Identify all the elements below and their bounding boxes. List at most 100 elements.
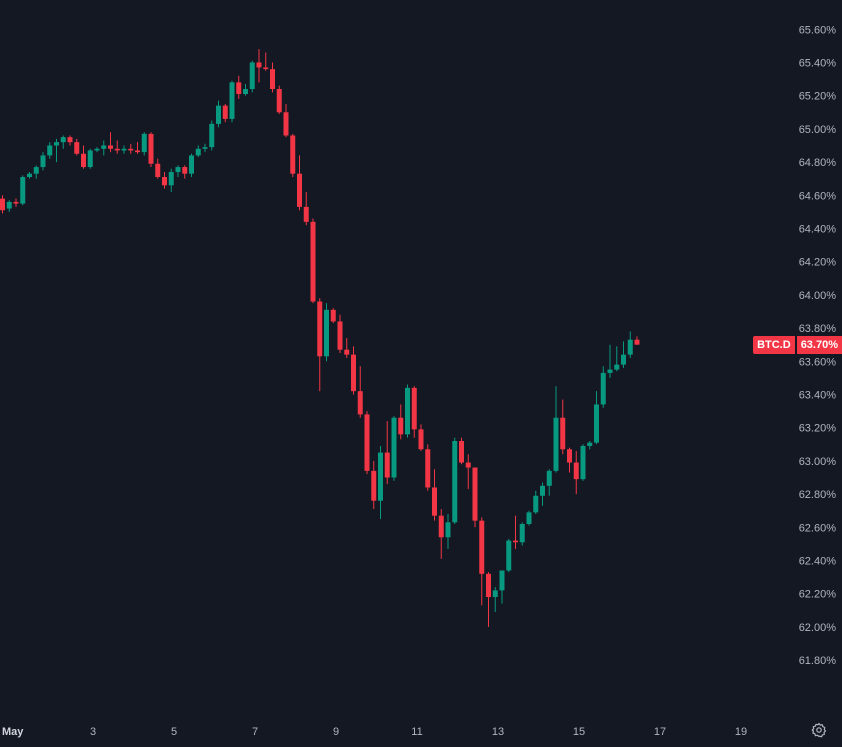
candle-body [594, 404, 599, 443]
candle-body [236, 82, 242, 95]
candle-body [168, 172, 174, 186]
candle-body [155, 163, 161, 178]
candle-body [87, 150, 93, 168]
candle-body [40, 155, 46, 168]
candle-body [432, 487, 437, 516]
candle-body [162, 177, 167, 186]
candle-body [378, 452, 383, 501]
y-axis-tick-label: 62.80% [799, 489, 837, 501]
candle-body [303, 206, 309, 222]
candle-body [276, 89, 282, 113]
y-axis-tick-label: 63.20% [799, 423, 837, 435]
candle-body [182, 167, 188, 174]
candle-body [398, 417, 404, 435]
candle-body [290, 135, 296, 174]
symbol-label: BTC.D [753, 335, 795, 354]
candle-body [13, 201, 19, 204]
last-price-value: 63.70% [796, 335, 842, 354]
candle-body [249, 62, 255, 90]
y-axis-tick-label: 63.60% [799, 356, 837, 368]
candle-body [533, 495, 539, 513]
x-axis-tick-label: 19 [735, 726, 747, 738]
candle-body [317, 301, 323, 357]
candle-body [621, 354, 626, 365]
settings-button[interactable] [810, 721, 828, 739]
candle-body [513, 540, 518, 543]
x-axis-tick-label: 13 [492, 726, 504, 738]
candle-body [526, 512, 532, 524]
candle-body [283, 112, 289, 136]
candle-body [121, 148, 127, 151]
candle-body [634, 339, 640, 345]
x-axis-tick-label: 11 [411, 726, 422, 738]
candle-body [54, 142, 59, 146]
candle-body [175, 167, 181, 173]
candle-body [114, 148, 120, 151]
candle-body [587, 442, 593, 446]
candle-body [148, 133, 154, 164]
candle-body [128, 148, 134, 151]
candle-body [310, 221, 316, 302]
candle-body [6, 201, 12, 209]
candle-body [216, 105, 221, 124]
candle-body [135, 150, 140, 153]
candle-body [371, 470, 377, 501]
candle-body [263, 67, 269, 70]
candle-body [74, 142, 80, 154]
candle-body [189, 155, 194, 174]
candle-body [452, 440, 458, 523]
y-axis-tick-label: 64.40% [799, 223, 837, 235]
candle-body [627, 339, 633, 355]
candle-body [499, 570, 505, 591]
candle-body [540, 485, 545, 496]
candle-body [391, 417, 397, 478]
candle-body [472, 467, 478, 521]
candle-body [47, 145, 53, 156]
x-axis-tick-label: 5 [171, 726, 177, 738]
candle-body [384, 452, 390, 478]
candle-body [101, 145, 107, 149]
candle-body [600, 372, 606, 405]
candle-body [209, 123, 215, 148]
y-axis-tick-label: 62.20% [799, 589, 837, 601]
y-axis-tick-label: 65.60% [799, 24, 837, 36]
x-axis-tick-label: 17 [654, 726, 666, 738]
y-axis-tick-label: 61.80% [799, 655, 837, 667]
candle-body [418, 429, 424, 450]
y-axis-tick-label: 62.60% [799, 522, 837, 534]
x-axis-tick-label: 9 [333, 726, 339, 738]
candle-body [573, 462, 579, 480]
candle-body [405, 387, 410, 435]
candle-body [243, 89, 248, 95]
candle-body [20, 177, 26, 204]
y-axis-tick-label: 65.40% [799, 57, 837, 69]
candle-body [465, 462, 471, 468]
candle-body [560, 417, 566, 450]
candle-body [33, 167, 39, 174]
x-axis-tick-label: 7 [252, 726, 258, 738]
y-axis-tick-label: 65.00% [799, 124, 837, 136]
candle-body [492, 590, 498, 598]
candle-body [607, 369, 613, 373]
candle-body [438, 515, 444, 538]
candle-body [108, 145, 113, 149]
gear-icon [811, 722, 827, 738]
candle-body [195, 148, 201, 156]
candle-body [60, 137, 66, 143]
candle-body [364, 414, 370, 471]
y-axis-tick-label: 64.20% [799, 257, 837, 269]
candle-body [222, 105, 228, 119]
x-axis-tick-label: 15 [573, 726, 585, 738]
candle-body [351, 354, 356, 392]
y-axis-tick-label: 62.00% [799, 622, 837, 634]
candle-body [330, 309, 336, 322]
y-axis-tick-label: 63.40% [799, 389, 837, 401]
candle-body [519, 523, 525, 543]
candle-body [297, 173, 302, 207]
y-axis-tick-label: 64.00% [799, 290, 837, 302]
candle-body [479, 520, 485, 574]
candle-body [425, 449, 431, 488]
y-axis-tick-label: 64.60% [799, 190, 837, 202]
